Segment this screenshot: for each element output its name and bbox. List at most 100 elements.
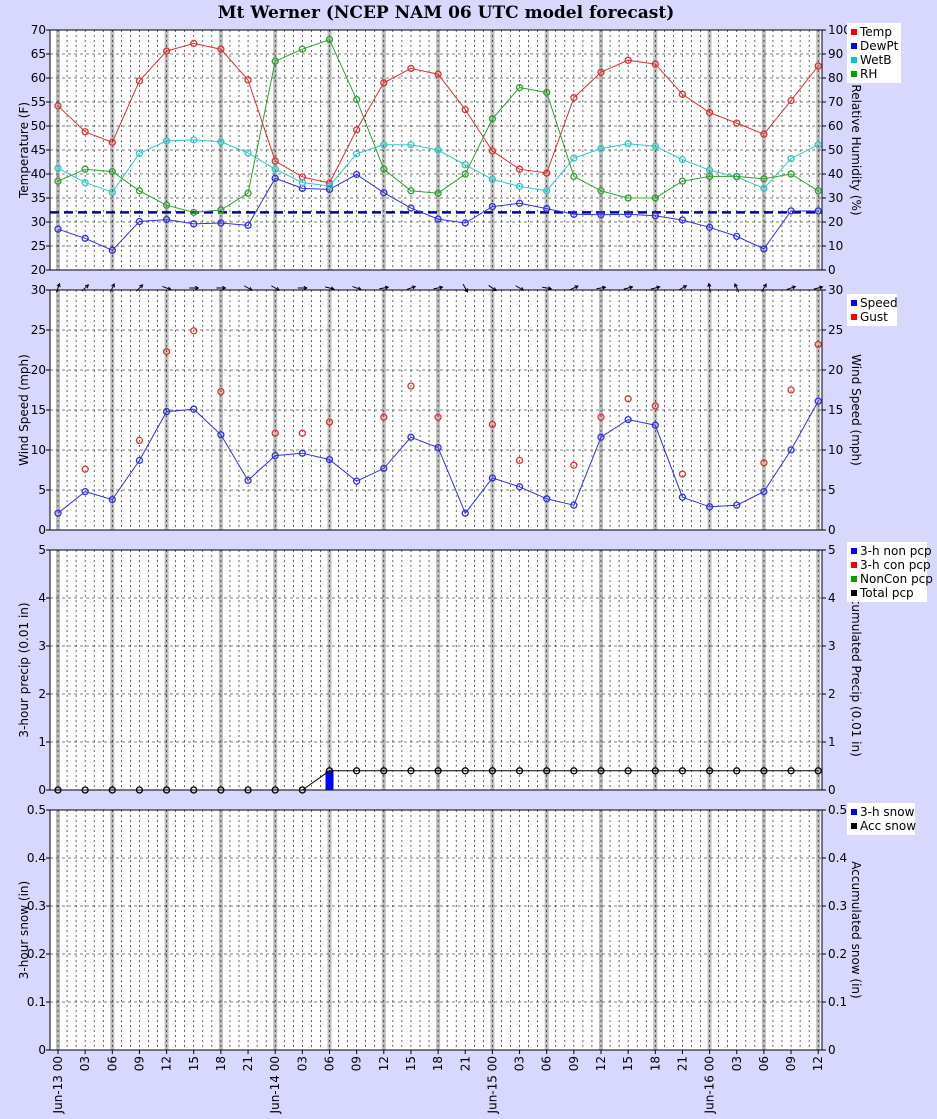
data-point <box>624 140 632 148</box>
x-tick-label: 15 <box>404 1056 418 1071</box>
series-total-pcp <box>54 767 822 794</box>
y-tick-label-right: 0.3 <box>828 899 847 913</box>
y-tick-label-left: 4 <box>38 591 46 605</box>
data-point <box>271 174 279 182</box>
data-point <box>135 77 144 85</box>
data-point <box>380 189 388 197</box>
data-point <box>597 187 605 195</box>
data-point <box>814 141 822 149</box>
data-point <box>597 211 605 219</box>
y-tick-label-left: 40 <box>31 167 46 181</box>
legend-label: 3-h non pcp <box>860 544 932 558</box>
wind-arrow <box>542 286 553 291</box>
wind-arrow <box>162 285 172 291</box>
series-rh <box>54 35 822 217</box>
data-point <box>352 150 361 158</box>
data-point <box>54 225 62 233</box>
series-line <box>57 42 819 184</box>
plot-frame <box>49 549 823 791</box>
data-point <box>434 767 442 775</box>
data-point <box>380 767 388 775</box>
data-point <box>461 509 469 517</box>
data-point <box>461 170 469 178</box>
data-point <box>787 446 795 454</box>
y-tick-label-left: 0 <box>38 523 46 537</box>
y-tick-label-left: 45 <box>31 143 46 157</box>
data-point <box>760 184 768 193</box>
wind-arrow <box>813 285 824 290</box>
y-axis-label-left: 3-hour snow (in) <box>17 881 31 979</box>
data-point <box>570 461 578 469</box>
data-point <box>217 206 225 214</box>
panel-precip: 0 1 2 3 4 5 0 1 2 3 4 5 3-hour precip (0.01 in) Accum… <box>17 542 933 797</box>
data-point <box>624 767 632 775</box>
data-point <box>543 495 551 503</box>
data-point <box>543 767 551 775</box>
legend-swatch <box>851 590 857 596</box>
data-point <box>162 137 171 145</box>
legend-box <box>847 542 927 602</box>
series-line <box>57 173 819 251</box>
data-point <box>81 234 89 242</box>
data-point <box>325 35 334 44</box>
y-tick-label-left: 25 <box>31 239 46 253</box>
legend-swatch <box>851 300 857 306</box>
data-point <box>515 83 524 92</box>
wind-arrow <box>488 285 497 292</box>
panel-snow: 0 0.1 0.2 0.3 0.4 0.5 0 0.1 0.2 0.3 0.4 0.5 3-hour s… <box>17 803 916 1057</box>
wind-arrow <box>81 284 90 292</box>
data-point <box>461 767 469 775</box>
y-tick-label-right: 0.5 <box>828 803 847 817</box>
data-point <box>787 96 795 105</box>
y-tick-label-right: 90 <box>828 47 843 61</box>
y-axis-label-right: Relative Humidity (%) <box>849 84 863 215</box>
legend-label: WetB <box>860 53 891 67</box>
x-tick-label: 21 <box>458 1056 472 1071</box>
data-point <box>162 47 171 55</box>
series-gust <box>81 327 822 478</box>
data-point <box>624 395 632 403</box>
legend-swatch <box>851 809 857 815</box>
series-line <box>57 139 819 193</box>
data-point <box>651 767 659 775</box>
data-point <box>135 187 144 195</box>
data-point <box>108 138 116 146</box>
data-point <box>298 449 307 457</box>
legend-label: RH <box>860 67 877 81</box>
data-point <box>325 182 334 190</box>
y-tick-label-left: 3 <box>38 639 46 653</box>
data-point <box>244 76 252 84</box>
wind-arrow <box>352 285 362 291</box>
data-point <box>352 95 361 104</box>
wind-arrow <box>243 285 253 291</box>
y-tick-label-right: 1 <box>828 735 836 749</box>
y-tick-label-right: 100 <box>828 23 851 37</box>
x-tick-label: 12 <box>377 1056 391 1071</box>
data-point <box>814 397 822 405</box>
wind-arrow <box>379 285 390 290</box>
data-point <box>271 451 279 460</box>
data-point <box>515 456 524 465</box>
data-point <box>570 154 578 162</box>
data-point <box>760 130 768 138</box>
y-tick-label-left: 1 <box>38 735 46 749</box>
y-tick-label-right: 0.1 <box>828 995 847 1009</box>
data-point <box>570 94 578 102</box>
y-tick-label-right: 20 <box>828 215 843 229</box>
data-point <box>570 172 578 181</box>
y-tick-label-right: 10 <box>828 443 843 457</box>
wind-arrow <box>734 282 740 293</box>
data-point <box>380 165 388 173</box>
data-point <box>733 232 741 241</box>
data-point <box>217 45 225 53</box>
plot-frame <box>49 809 823 1051</box>
y-tick-label-left: 10 <box>31 443 46 457</box>
data-point <box>597 767 605 775</box>
data-point <box>407 141 415 149</box>
wind-arrow <box>569 285 579 291</box>
data-point <box>54 164 62 172</box>
y-tick-label-left: 2 <box>38 687 46 701</box>
data-point <box>135 149 144 158</box>
legend-label: DewPt <box>860 39 899 53</box>
legend-label: Speed <box>860 296 898 310</box>
